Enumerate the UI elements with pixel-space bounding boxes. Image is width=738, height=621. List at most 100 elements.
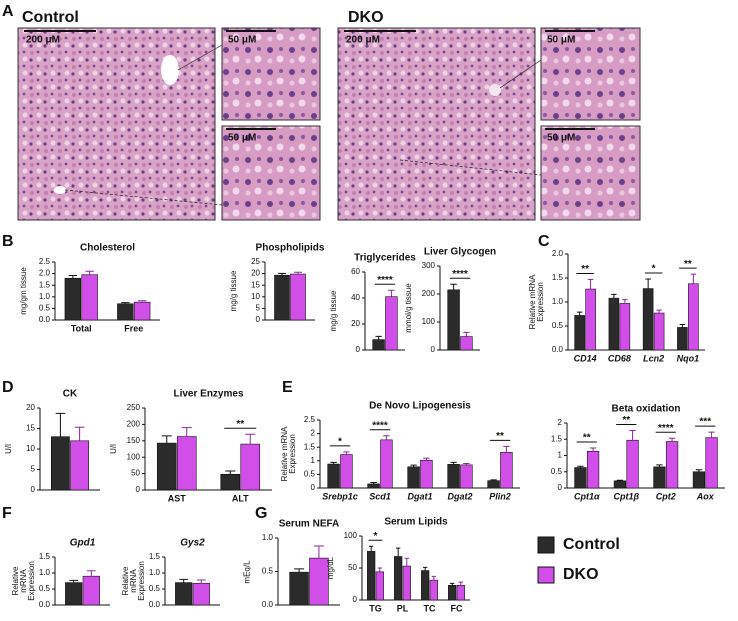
chart-title: Cholesterol — [80, 243, 135, 254]
x-tick-label: Plin2 — [489, 491, 511, 501]
histology-image — [17, 27, 216, 221]
y-tick-label: 5 — [256, 304, 261, 313]
error-bar — [225, 470, 236, 475]
histology-inset — [221, 27, 321, 121]
bar — [407, 466, 420, 489]
error-bar — [68, 274, 78, 279]
scale-label: 200 μM — [346, 35, 380, 46]
group-label: DKO — [348, 9, 384, 26]
bar — [82, 575, 100, 606]
error-bar — [616, 479, 624, 481]
y-axis-label: Relative mRNA Expression — [11, 561, 36, 601]
y-tick-label: 0.5 — [304, 470, 316, 479]
y-tick-label: 5 — [31, 465, 36, 474]
scale-bars — [24, 30, 595, 130]
histology-inset — [540, 125, 641, 221]
panel-label: F — [2, 505, 12, 522]
y-tick-label: 20 — [351, 319, 360, 328]
bar — [117, 303, 134, 321]
scale-label: 50 μM — [228, 35, 256, 46]
bar — [487, 480, 500, 489]
x-tick-label: Dgat2 — [447, 491, 472, 501]
y-tick-label: 10 — [26, 444, 35, 453]
bar — [421, 570, 430, 601]
y-tick-label: 0.0 — [552, 345, 564, 354]
error-bar — [450, 461, 457, 465]
y-tick-label: 0 — [256, 315, 261, 324]
chart-title: Beta oxidation — [612, 404, 681, 415]
y-axis-label: Relative mRNA Expression — [280, 426, 297, 482]
error-bar — [181, 427, 192, 437]
y-axis-label: mEq/L — [242, 559, 251, 584]
bar — [677, 327, 688, 351]
chart-title: Gys2 — [180, 538, 205, 549]
significance-label: **** — [658, 423, 674, 434]
error-bar — [69, 579, 79, 583]
x-tick-label: Lcn2 — [643, 353, 664, 363]
y-tick-label: 200 — [422, 289, 436, 298]
y-tick-label: 1.5 — [304, 442, 316, 451]
bar — [586, 450, 600, 489]
bar — [653, 312, 665, 351]
y-tick-label: 0.0 — [262, 600, 274, 609]
histology-image — [337, 27, 536, 221]
y-tick-label: 1.5 — [551, 434, 563, 443]
error-bar — [370, 482, 377, 484]
y-tick-label: 25 — [251, 257, 260, 266]
significance-label: ** — [236, 419, 244, 430]
inset-connector — [64, 189, 223, 206]
group-label: Control — [22, 9, 79, 26]
bar — [585, 288, 596, 351]
inset-connector — [177, 44, 223, 71]
bar — [70, 440, 90, 491]
y-tick-label: 20 — [26, 403, 35, 412]
bar — [372, 339, 385, 351]
panel-label: B — [2, 233, 14, 250]
x-tick-label: Dgat1 — [407, 491, 432, 501]
y-tick-label: 1.5 — [39, 552, 51, 561]
y-tick-label: 0.5 — [262, 567, 274, 576]
error-bar — [576, 311, 583, 316]
y-tick-label: 0 — [431, 345, 436, 354]
error-bar — [121, 302, 130, 304]
error-bar — [690, 273, 697, 284]
bar — [367, 483, 380, 489]
y-tick-label: 1.5 — [552, 273, 564, 282]
panel-label: G — [255, 505, 267, 522]
significance-label: ** — [583, 433, 591, 444]
y-tick-label: 2.0 — [39, 269, 51, 278]
error-bar — [423, 457, 430, 461]
bar — [500, 452, 513, 489]
error-bar — [450, 283, 457, 290]
y-tick-label: 1 — [558, 451, 563, 460]
bar — [642, 288, 654, 351]
error-bar — [278, 272, 286, 276]
x-tick-label: PL — [397, 603, 409, 613]
y-axis-label: U/l — [4, 444, 13, 454]
significance-label: *** — [699, 417, 711, 428]
bar — [240, 443, 261, 491]
y-tick-label: 50 — [131, 469, 140, 478]
error-bar — [313, 545, 324, 559]
error-bar — [622, 299, 628, 304]
y-tick-label: 0.5 — [39, 584, 51, 593]
y-tick-label: 40 — [351, 293, 360, 302]
bar — [613, 480, 627, 489]
y-tick-label: 100 — [422, 317, 436, 326]
error-bar — [86, 570, 96, 577]
x-tick-label: TG — [369, 603, 382, 613]
bar — [175, 582, 193, 606]
error-bar — [330, 461, 337, 465]
bar — [375, 571, 384, 601]
error-bar — [503, 445, 510, 453]
y-tick-label: 1.5 — [39, 280, 51, 289]
x-tick-label: Total — [71, 323, 92, 333]
bar — [574, 467, 587, 489]
bar — [456, 584, 465, 601]
bar — [50, 436, 70, 491]
y-tick-label: 50 — [348, 563, 357, 572]
y-axis-label: mmol/g tissue — [404, 283, 413, 333]
error-bar — [656, 309, 662, 314]
legend-label: DKO — [563, 566, 599, 583]
